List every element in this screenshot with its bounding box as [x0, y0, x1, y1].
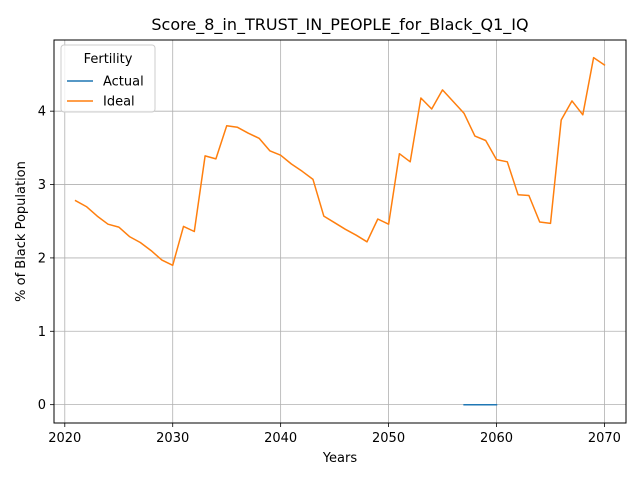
y-tick-label: 2	[38, 251, 46, 266]
ticks: 2020 2030 2040 2050 2060 2070 0 1 2 3 4	[38, 105, 621, 446]
y-axis-label: % of Black Population	[14, 161, 29, 302]
x-tick-label: 2040	[264, 431, 297, 446]
plot-frame	[53, 39, 627, 424]
legend-box	[60, 44, 156, 113]
y-tick-label: 4	[38, 105, 46, 120]
series-layer	[74, 56, 606, 406]
legend: Fertility Actual Ideal	[60, 44, 156, 113]
y-tick-label: 0	[38, 398, 46, 413]
series-line-ideal	[74, 56, 606, 267]
y-tick-label: 1	[38, 325, 46, 340]
legend-label-actual: Actual	[103, 75, 144, 90]
x-axis-label: Years	[322, 451, 358, 466]
chart-title: Score_8_in_TRUST_IN_PEOPLE_for_Black_Q1_…	[151, 15, 528, 35]
x-tick-label: 2060	[480, 431, 513, 446]
legend-label-ideal: Ideal	[103, 95, 135, 110]
legend-title: Fertility	[84, 52, 133, 67]
y-tick-label: 3	[38, 178, 46, 193]
x-tick-label: 2030	[156, 431, 189, 446]
x-tick-label: 2050	[372, 431, 405, 446]
x-tick-label: 2020	[48, 431, 81, 446]
grid	[54, 40, 626, 423]
x-tick-label: 2070	[588, 431, 621, 446]
